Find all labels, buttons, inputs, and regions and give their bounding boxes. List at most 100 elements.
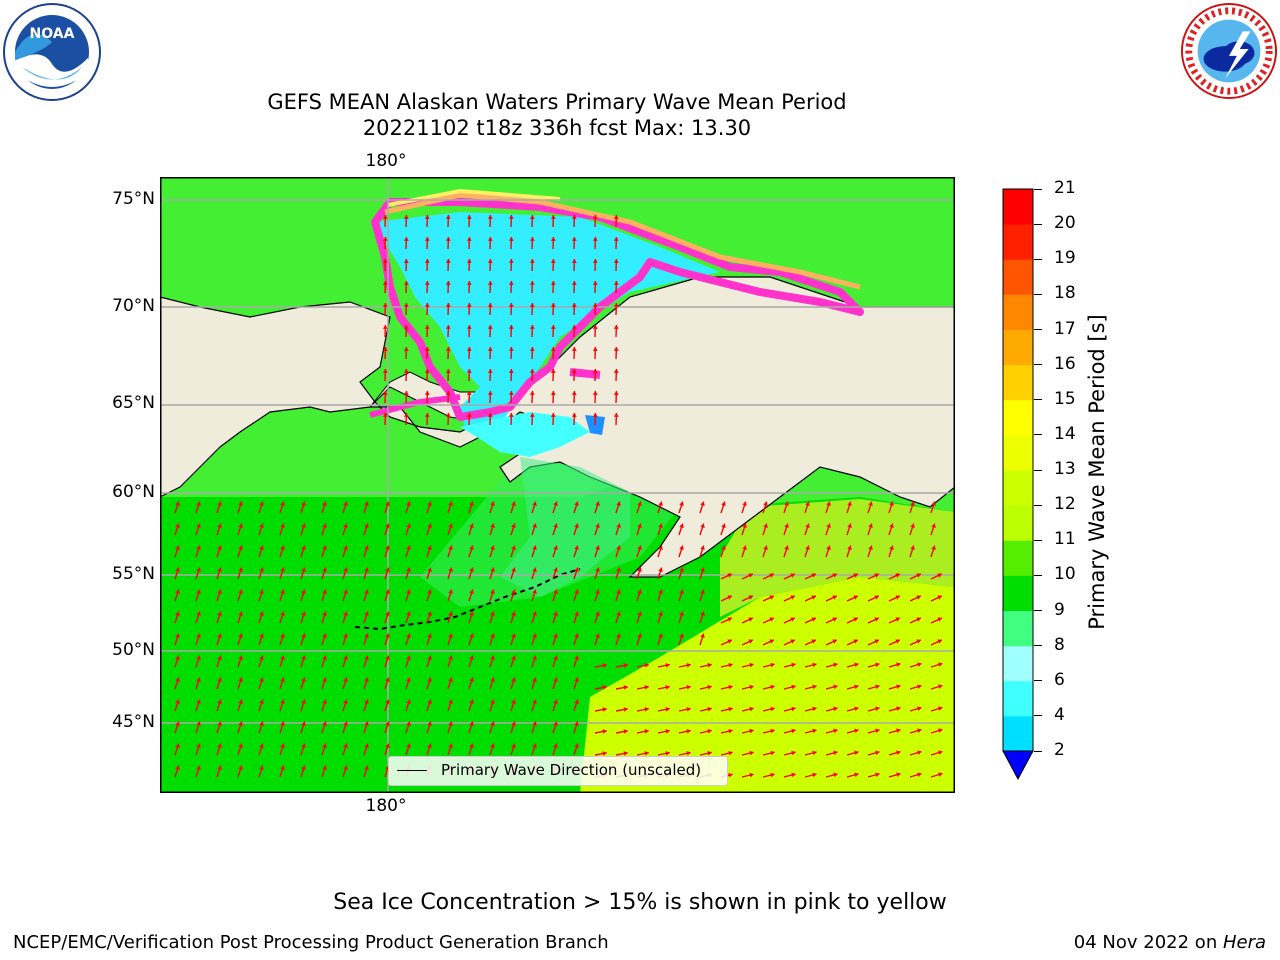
- wave-arrow-head: [238, 589, 243, 594]
- colorbar-tick-label: 20: [1054, 213, 1076, 234]
- wave-arrow-head: [812, 684, 817, 690]
- wave-arrow-head: [343, 633, 348, 638]
- wave-arrow-head: [403, 369, 409, 373]
- wave-arrow-head: [406, 743, 411, 748]
- wave-arrow-head: [571, 303, 577, 307]
- wave-arrow-head: [511, 721, 516, 726]
- wave-arrow-head: [238, 611, 243, 616]
- wave-arrow-head: [364, 545, 369, 550]
- wave-arrow-head: [613, 303, 619, 307]
- wave-arrow-head: [550, 303, 556, 307]
- wave-arrow-head: [854, 728, 859, 734]
- wave-arrow-head: [343, 545, 348, 550]
- wave-arrow-head: [196, 699, 201, 704]
- colorbar-tick-label: 17: [1054, 318, 1076, 339]
- wave-arrow-head: [895, 639, 900, 644]
- wave-arrow-head: [847, 523, 852, 528]
- colorbar-tick-label: 18: [1054, 283, 1076, 304]
- ocean-field-yellow: [580, 577, 955, 793]
- wave-arrow-head: [490, 567, 495, 572]
- wave-arrow-head: [322, 633, 327, 638]
- wave-arrow-head: [469, 523, 474, 528]
- wave-arrow-head: [574, 611, 579, 616]
- wave-arrow-head: [511, 699, 516, 704]
- wave-arrow-head: [175, 523, 180, 528]
- wave-arrow-head: [938, 662, 943, 667]
- wave-arrow-head: [175, 589, 180, 594]
- wave-arrow-head: [406, 655, 411, 660]
- wave-arrow-head: [511, 523, 516, 528]
- colorbar-extend-triangle: [1002, 750, 1034, 781]
- lat-label-60: 60°N: [112, 482, 155, 502]
- wave-arrow-head: [931, 523, 936, 528]
- wave-arrow-head: [196, 501, 201, 506]
- wave-arrow-head: [917, 750, 922, 755]
- wave-arrow-head: [280, 589, 285, 594]
- wave-arrow-head: [406, 567, 411, 572]
- wave-arrow-head: [511, 611, 516, 616]
- legend-label: Primary Wave Direction (unscaled): [441, 761, 702, 779]
- wave-arrow-head: [175, 611, 180, 616]
- wave-arrow-head: [721, 523, 726, 528]
- wave-arrow-head: [784, 523, 789, 528]
- wave-arrow-head: [833, 706, 838, 712]
- colorbar-band: [1003, 189, 1033, 225]
- lat-label-75: 75°N: [112, 189, 155, 209]
- colorbar-tick-label: 8: [1054, 634, 1065, 655]
- wave-arrow-head: [259, 589, 264, 594]
- wave-arrow-head: [301, 633, 306, 638]
- wave-arrow-head: [301, 743, 306, 748]
- colorbar-band: [1003, 680, 1033, 717]
- wave-arrow-head: [853, 595, 858, 600]
- wave-arrow-head: [490, 633, 495, 638]
- wave-arrow-head: [833, 684, 838, 690]
- colorbar-tick-label: 10: [1054, 564, 1076, 585]
- wave-arrow-head: [917, 684, 922, 689]
- wave-arrow-head: [602, 663, 607, 668]
- wave-arrow-head: [637, 501, 642, 506]
- svg-text:NOAA: NOAA: [30, 26, 75, 42]
- wave-arrow-head: [790, 617, 795, 622]
- wave-arrow-head: [406, 633, 411, 638]
- wave-arrow-head: [511, 655, 516, 660]
- wave-arrow-head: [385, 721, 390, 726]
- chart-subtitle: 20221102 t18z 336h fcst Max: 13.30: [362, 116, 752, 140]
- wave-arrow-head: [427, 633, 432, 638]
- wave-arrow-head: [938, 706, 943, 711]
- wave-arrow-head: [613, 215, 619, 219]
- wave-arrow-head: [259, 611, 264, 616]
- wave-arrow-head: [466, 325, 472, 329]
- wave-arrow-head: [679, 545, 684, 550]
- colorbar-tick-mark: [1034, 469, 1042, 471]
- colorbar-tick-mark: [1034, 680, 1042, 682]
- wave-arrow-head: [832, 573, 837, 578]
- wave-arrow-head: [427, 699, 432, 704]
- wave-arrow-head: [937, 639, 942, 644]
- wave-arrow-head: [700, 567, 705, 572]
- wave-arrow-head: [854, 706, 859, 712]
- wave-arrow-head: [424, 215, 430, 219]
- wave-arrow-head: [613, 413, 619, 417]
- wave-arrow-head: [301, 677, 306, 682]
- wave-arrow-head: [445, 391, 451, 395]
- wave-arrow-head: [364, 589, 369, 594]
- wave-arrow-head: [727, 573, 732, 578]
- wave-arrow-head: [916, 595, 921, 600]
- wave-arrow-head: [427, 743, 432, 748]
- wave-arrow-head: [385, 501, 390, 506]
- wave-arrow-head: [238, 721, 243, 726]
- wave-arrow-head: [550, 369, 556, 373]
- wave-arrow-head: [364, 677, 369, 682]
- wave-arrow-head: [448, 567, 453, 572]
- wave-arrow-head: [403, 325, 409, 329]
- wave-arrow-head: [679, 501, 684, 506]
- lat-label-65: 65°N: [112, 393, 155, 413]
- wave-arrow-head: [592, 369, 598, 373]
- wave-arrow-head: [322, 677, 327, 682]
- wave-arrow-head: [550, 325, 556, 329]
- wave-arrow-head: [728, 684, 733, 690]
- wave-arrow-head: [382, 325, 388, 329]
- wave-arrow-head: [592, 325, 598, 329]
- wave-arrow-head: [700, 633, 705, 638]
- wave-arrow-head: [595, 545, 600, 550]
